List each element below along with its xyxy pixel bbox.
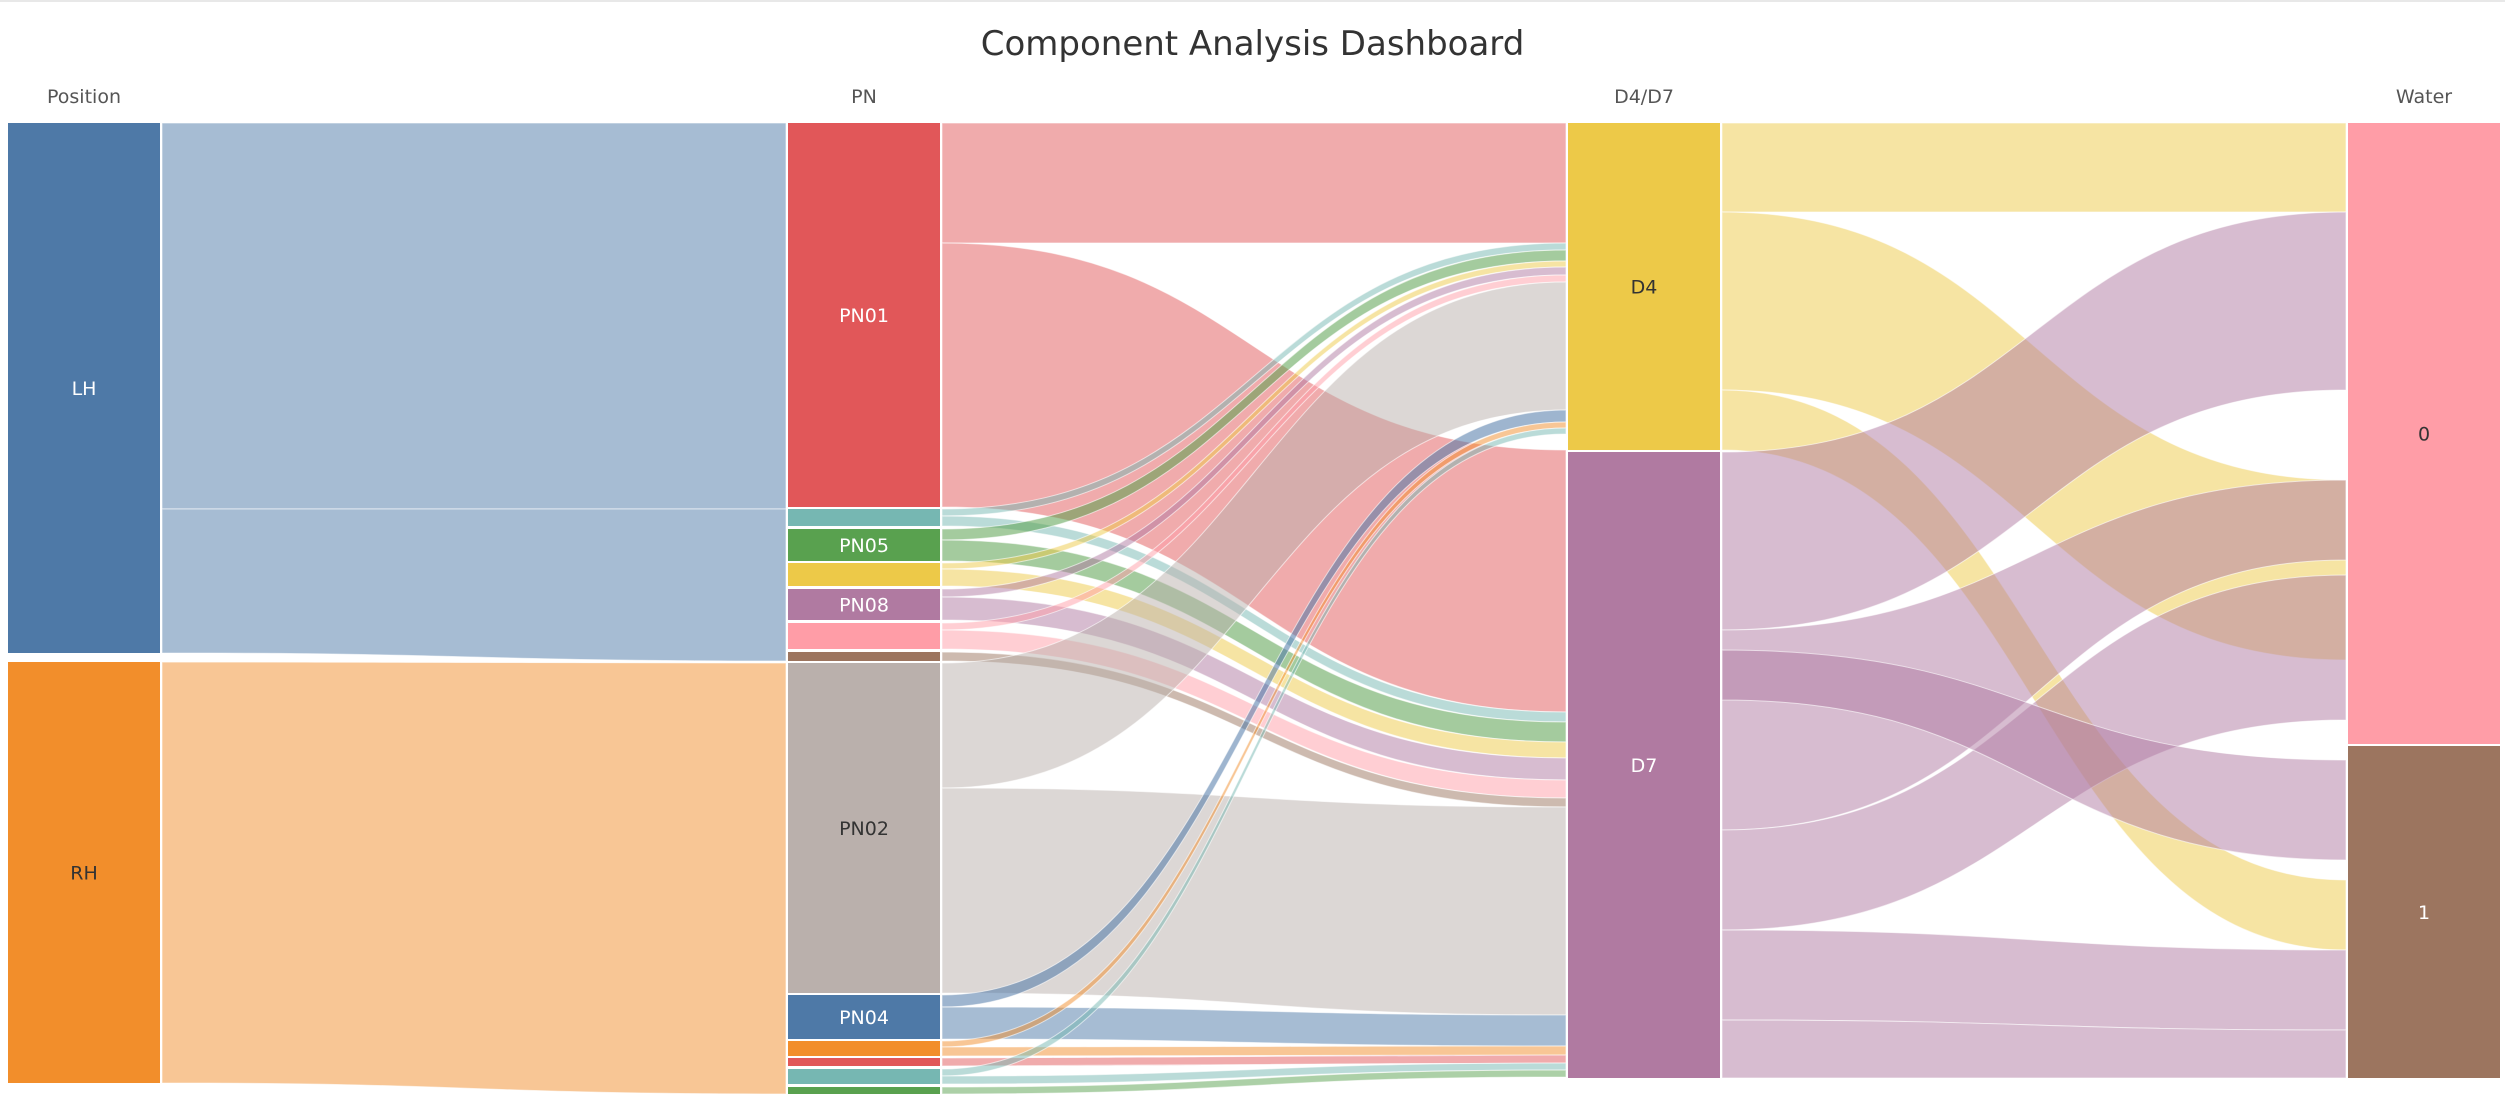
- node-pn-orange[interactable]: [788, 1041, 940, 1056]
- flow-link: [1721, 479, 2347, 831]
- node-d7-label: D7: [1631, 755, 1658, 777]
- flow-link: [161, 122, 787, 510]
- node-pn01[interactable]: [788, 123, 940, 507]
- top-border: [0, 0, 2505, 2]
- node-rh[interactable]: [8, 662, 160, 1083]
- node-pn08[interactable]: [788, 589, 940, 620]
- node-pn-green[interactable]: [788, 1087, 940, 1094]
- node-pn02[interactable]: [788, 663, 940, 993]
- node-pn02-label: PN02: [839, 818, 889, 840]
- node-d4[interactable]: [1568, 123, 1720, 450]
- node-water-1[interactable]: [2348, 746, 2500, 1078]
- node-pn-pink[interactable]: [788, 623, 940, 649]
- node-water-1-label: 1: [2418, 902, 2430, 924]
- node-d4-label: D4: [1631, 277, 1658, 299]
- flow-link: [941, 1069, 1567, 1095]
- flow-link: [1721, 211, 2347, 631]
- flow-link: [1721, 649, 2347, 861]
- column-header-water: Water: [2395, 86, 2453, 108]
- node-pn-teal-b[interactable]: [788, 1069, 940, 1084]
- flows-layer: [161, 122, 2347, 1095]
- node-pn-brown[interactable]: [788, 652, 940, 661]
- node-water-0[interactable]: [2348, 123, 2500, 744]
- node-pn05[interactable]: [788, 529, 940, 561]
- node-pn04-label: PN04: [839, 1007, 889, 1029]
- column-header-position: Position: [47, 86, 121, 108]
- page-title: Component Analysis Dashboard: [980, 24, 1525, 64]
- node-pn01-label: PN01: [839, 305, 889, 327]
- flow-link: [1721, 122, 2347, 213]
- node-d7[interactable]: [1568, 452, 1720, 1078]
- column-header-pn: PN: [851, 86, 877, 108]
- node-pn-teal-a[interactable]: [788, 509, 940, 526]
- flow-link: [161, 661, 787, 1095]
- node-rh-label: RH: [70, 863, 98, 885]
- node-pn-yellow[interactable]: [788, 563, 940, 586]
- column-header-d4d7: D4/D7: [1614, 86, 1674, 108]
- nodes-layer: LH RH PN01 PN05 PN08 PN02 PN04 D4 D7 0 1: [8, 123, 2500, 1094]
- node-pn-red[interactable]: [788, 1058, 940, 1066]
- flow-link: [1721, 1019, 2347, 1079]
- node-pn05-label: PN05: [839, 535, 889, 557]
- node-pn08-label: PN08: [839, 595, 889, 617]
- flow-link: [161, 508, 787, 662]
- flow-link: [941, 427, 1567, 1077]
- node-water-0-label: 0: [2418, 424, 2430, 446]
- flow-link: [1721, 929, 2347, 1031]
- flow-link: [941, 122, 1567, 244]
- node-pn04[interactable]: [788, 995, 940, 1039]
- node-lh[interactable]: [8, 123, 160, 653]
- node-lh-label: LH: [72, 378, 97, 400]
